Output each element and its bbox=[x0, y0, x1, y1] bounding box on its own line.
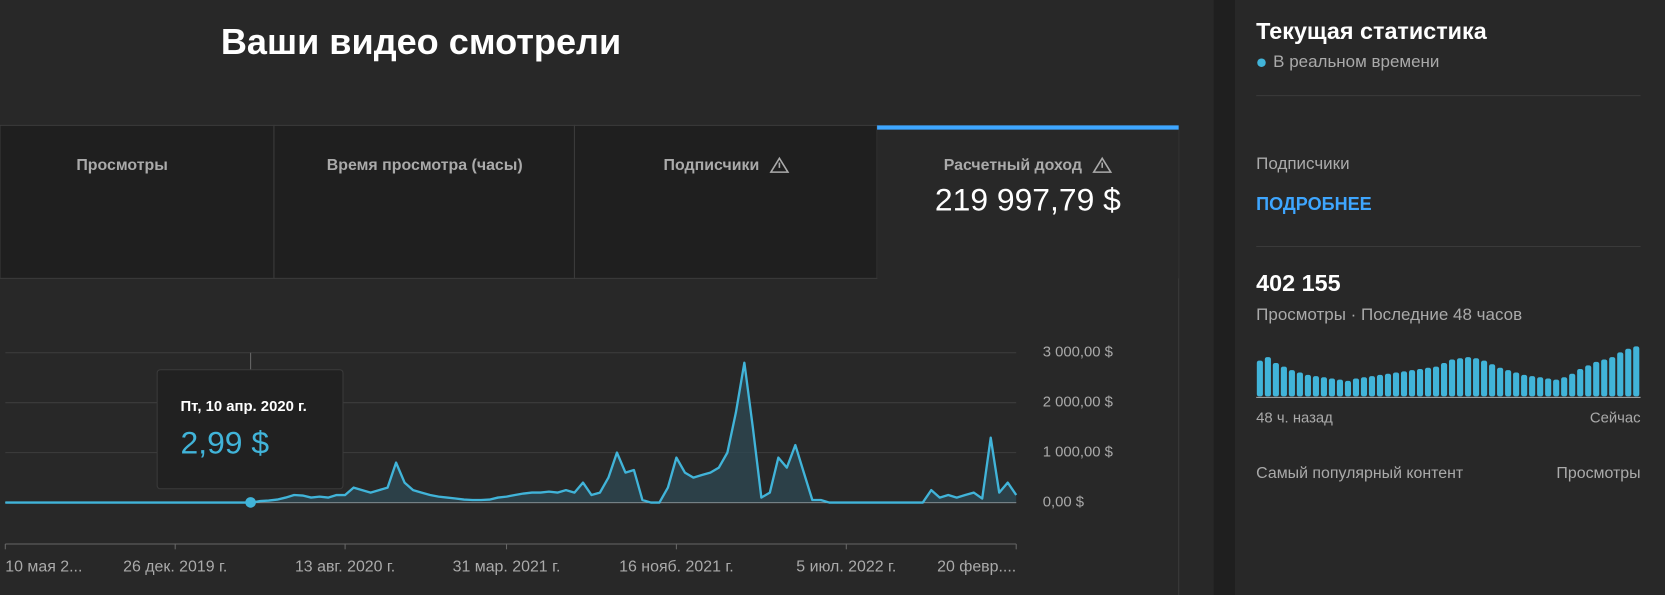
tab-value: 219 997,79 $ bbox=[935, 181, 1121, 217]
tab-label: Расчетный доход bbox=[944, 157, 1082, 174]
bar bbox=[1360, 377, 1368, 397]
realtime-panel: Текущая статистика В реальном времени По… bbox=[1256, 18, 1641, 482]
bar bbox=[1344, 380, 1352, 397]
bar bbox=[1497, 367, 1504, 397]
bar bbox=[1288, 370, 1295, 397]
bar bbox=[1304, 374, 1311, 397]
realtime-bars bbox=[1256, 346, 1640, 397]
bar bbox=[1505, 370, 1512, 397]
bar bbox=[1529, 376, 1536, 397]
tab-indicator bbox=[877, 125, 1179, 130]
tooltip: Пт, 10 апр. 2020 г. 2,99 $ bbox=[156, 352, 344, 508]
x-tick-label: 5 июл. 2022 г. bbox=[796, 559, 896, 576]
bar bbox=[1633, 346, 1640, 397]
bar bbox=[1416, 368, 1424, 397]
bar bbox=[1473, 358, 1480, 397]
top-content-label: Самый популярный контент bbox=[1256, 465, 1464, 482]
bar bbox=[1625, 348, 1632, 397]
bar bbox=[1256, 360, 1263, 397]
bar bbox=[1376, 374, 1384, 397]
tab-label: Время просмотра (часы) bbox=[327, 157, 523, 174]
bar bbox=[1609, 357, 1616, 397]
bar bbox=[1489, 364, 1496, 397]
bar bbox=[1441, 363, 1448, 397]
tooltip-point bbox=[245, 497, 256, 508]
top-content-metric: Просмотры bbox=[1556, 465, 1640, 482]
bar bbox=[1296, 372, 1303, 397]
line bbox=[5, 361, 1018, 504]
bar bbox=[1280, 366, 1287, 397]
bar bbox=[1569, 373, 1576, 397]
panel-gap bbox=[1213, 0, 1235, 595]
x-tick-label: 13 авг. 2020 г. bbox=[295, 559, 395, 576]
bar bbox=[1513, 372, 1520, 397]
start-label: 48 ч. назад bbox=[1256, 411, 1333, 427]
tab[interactable] bbox=[0, 124, 275, 279]
y-tick-label: 2 000,00 $ bbox=[1043, 395, 1114, 411]
x-tick-label: 26 дек. 2019 г. bbox=[123, 559, 227, 576]
bar bbox=[1433, 366, 1440, 397]
bar bbox=[1545, 378, 1552, 397]
warning-icon[interactable] bbox=[769, 156, 790, 173]
bar bbox=[1449, 359, 1456, 397]
bar bbox=[1481, 360, 1488, 397]
panel-subtitle: В реальном времени bbox=[1273, 52, 1439, 71]
bar bbox=[1521, 374, 1528, 397]
bar bbox=[1272, 363, 1279, 397]
bar bbox=[1312, 376, 1319, 397]
x-tick-label: 16 нояб. 2021 г. bbox=[619, 559, 733, 576]
views-caption: Просмотры · Последние 48 часов bbox=[1256, 305, 1522, 324]
bar bbox=[1408, 370, 1416, 397]
tab[interactable] bbox=[273, 124, 575, 279]
tab-label: Подписчики bbox=[664, 157, 760, 174]
bar bbox=[1601, 359, 1608, 397]
bar bbox=[1392, 372, 1400, 397]
x-tick-label: 10 мая 2... bbox=[5, 559, 82, 576]
bar bbox=[1593, 361, 1600, 397]
bar bbox=[1320, 377, 1327, 397]
bar bbox=[1368, 376, 1376, 397]
tooltip-date: Пт, 10 апр. 2020 г. bbox=[181, 399, 307, 415]
live-dot bbox=[1257, 58, 1266, 67]
bar bbox=[1384, 373, 1392, 397]
tab-selected[interactable] bbox=[877, 125, 1179, 279]
tab[interactable] bbox=[573, 124, 878, 279]
bar bbox=[1400, 371, 1408, 397]
bar bbox=[1352, 378, 1360, 397]
bar bbox=[1585, 365, 1592, 397]
bar bbox=[1577, 368, 1584, 397]
bar bbox=[1465, 357, 1472, 397]
end-label: Сейчас bbox=[1590, 411, 1641, 427]
more-link[interactable]: ПОДРОБНЕЕ bbox=[1256, 194, 1372, 214]
tab-label: Просмотры bbox=[76, 157, 168, 174]
x-tick-label: 31 мар. 2021 г. bbox=[453, 559, 561, 576]
page-title: Ваши видео смотрели bbox=[221, 21, 621, 62]
bar bbox=[1537, 377, 1544, 397]
views-count: 402 155 bbox=[1256, 270, 1340, 296]
bar bbox=[1457, 358, 1464, 397]
bar bbox=[1264, 357, 1271, 397]
metric-tabs: Просмотры Время просмотра (часы) Подписч… bbox=[0, 124, 1179, 279]
panel-title: Текущая статистика bbox=[1256, 18, 1488, 44]
bar bbox=[1336, 379, 1343, 397]
y-tick-label: 3 000,00 $ bbox=[1043, 345, 1114, 361]
bar bbox=[1561, 377, 1568, 397]
bar bbox=[1328, 378, 1335, 397]
bar bbox=[1424, 367, 1432, 397]
bar bbox=[1553, 379, 1560, 397]
x-tick-label: 20 февр.... bbox=[937, 559, 1016, 576]
warning-icon[interactable] bbox=[1092, 156, 1113, 173]
bar bbox=[1617, 352, 1624, 397]
y-tick-label: 0,00 $ bbox=[1043, 494, 1085, 510]
y-tick-label: 1 000,00 $ bbox=[1043, 445, 1114, 461]
subscribers-label: Подписчики bbox=[1256, 154, 1349, 173]
tooltip-value: 2,99 $ bbox=[181, 425, 270, 461]
tooltip-box bbox=[156, 369, 344, 490]
